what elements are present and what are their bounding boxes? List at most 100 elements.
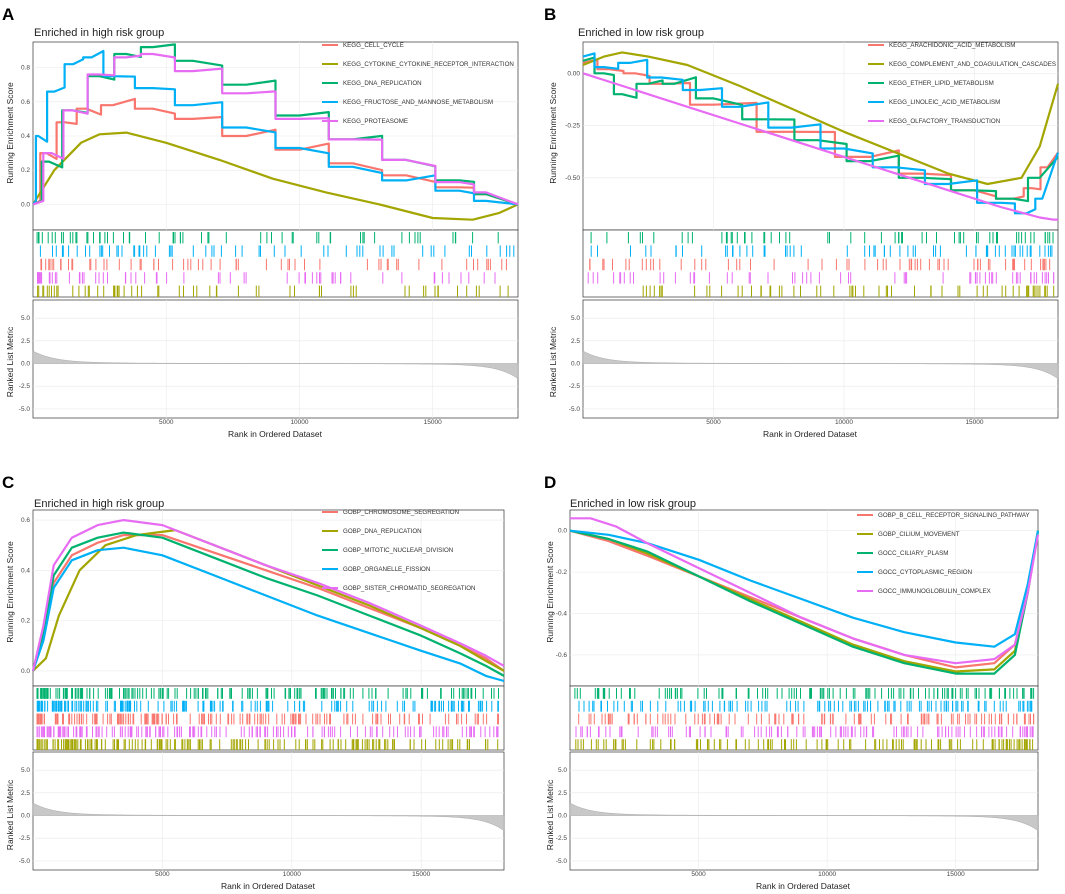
panel-b-legend-label: KEGG_OLFACTORY_TRANSDUCTION <box>889 118 1000 125</box>
panel-c-ranked-metric-area <box>32 802 505 832</box>
panel-b-xtick-label: 5000 <box>706 419 721 426</box>
panel-c-legend-label: GOBP_ORGANELLE_FISSION <box>343 566 430 573</box>
panel-d-metric-ytick-label: 0.0 <box>558 813 567 820</box>
panel-c-legend-label: GOBP_CHROMOSOME_SEGREGATION <box>343 509 459 516</box>
panel-a-xtick-label: 15000 <box>424 419 442 426</box>
panel-b-legend-label: KEGG_ETHER_LIPID_METABOLISM <box>889 80 994 87</box>
panel-b-metric-ytick-label: 2.5 <box>571 338 580 345</box>
panel-d-legend-label: GOCC_IMMUNOGLOBULIN_COMPLEX <box>878 588 991 595</box>
panel-d-xlabel: Rank in Ordered Dataset <box>756 881 851 891</box>
panel-d-metric-frame <box>569 751 1039 871</box>
panel-c-xlabel: Rank in Ordered Dataset <box>221 881 316 891</box>
panel-c-es-line-gobp-organelle-fission <box>31 546 505 683</box>
panel-a-ylabel-es: Running Enrichment Score <box>5 82 15 184</box>
panel-b-es-ytick-label: 0.00 <box>567 70 580 77</box>
panel-b-legend-label: KEGG_LINOLEIC_ACID_METABOLISM <box>889 99 1000 106</box>
panel-d-es-line-gocc-immunoglobulin-complex <box>570 517 1040 665</box>
panel-c-es-ytick-label: 0.2 <box>21 618 30 625</box>
panel-d-ranked-metric-area <box>569 802 1039 832</box>
panel-a-legend-label: KEGG_CYTOKINE_CYTOKINE_RECEPTOR_INTERACT… <box>343 61 514 68</box>
panel-c-legend-label: GOBP_SISTER_CHROMATID_SEGREGATION <box>343 585 475 592</box>
panel-c-group: 5000 10000 15000 0.0 0.2 0.4 0.6 5.0 2.5 0.0 -2.5 -… <box>19 509 505 878</box>
panel-a-es-line-kegg-proteasome <box>32 52 519 206</box>
panel-c-metric-ytick-label: 5.0 <box>21 767 30 774</box>
panel-a-group: 5000 10000 15000 0.0 0.2 0.4 0.6 0.8 5.0 2.5 0.0 -2… <box>19 41 519 426</box>
panel-b-ranked-metric-area <box>582 350 1059 380</box>
panel-d-es-line-gocc-ciliary-plasm <box>569 529 1040 675</box>
panel-d-ylabel-metric: Ranked List Metric <box>545 779 555 850</box>
panel-letter-b: B <box>544 5 556 24</box>
panel-a-legend-label: KEGG_PROTEASOME <box>343 118 408 125</box>
panel-d-xtick-label: 10000 <box>818 871 836 878</box>
panel-d-es-ytick-label: 0.0 <box>558 528 567 535</box>
panel-d-metric-ytick-label: -2.5 <box>556 835 568 842</box>
panel-a-metric-ytick-label: -5.0 <box>19 406 31 413</box>
panel-b-es-line-kegg-linoleic-acid-metabolism <box>582 52 1060 215</box>
panel-b-xlabel: Rank in Ordered Dataset <box>763 429 858 439</box>
panel-c-legend-label: GOBP_DNA_REPLICATION <box>343 528 422 535</box>
panel-b-legend-label: KEGG_COMPLEMENT_AND_COAGULATION_CASCADES <box>889 61 1056 68</box>
panel-c-es-ytick-label: 0.4 <box>21 567 30 574</box>
panel-c-metric-ytick-label: -5.0 <box>19 858 31 865</box>
panel-a-xtick-label: 5000 <box>159 419 174 426</box>
panel-c-metric-ytick-label: 0.0 <box>21 813 30 820</box>
panel-a-ylabel-metric: Ranked List Metric <box>5 326 15 397</box>
panel-a-ranked-metric-area <box>32 350 519 380</box>
panel-a-es-line-kegg-cell-cycle <box>32 97 519 206</box>
panel-a-xlabel: Rank in Ordered Dataset <box>228 429 323 439</box>
panel-d-xtick-label: 5000 <box>691 871 706 878</box>
panel-d-legend-label: GOBP_B_CELL_RECEPTOR_SIGNALING_PATHWAY <box>878 512 1030 519</box>
panel-a-title: Enriched in high risk group <box>34 27 164 39</box>
panel-a-es-ytick-label: 0.4 <box>21 133 30 140</box>
panel-letter-a: A <box>2 5 14 24</box>
panel-letter-d: D <box>544 473 556 492</box>
panel-b-es-line-kegg-ether-lipid-metabolism <box>582 56 1059 203</box>
panel-a-metric-ytick-label: 0.0 <box>21 361 30 368</box>
panel-d-es-ytick-label: -0.2 <box>556 569 568 576</box>
panel-b-group: 5000 10000 15000 0.00 -0.25 -0.50 5.0 2.5 0.0 -2.… <box>565 41 1060 426</box>
panel-c-xtick-label: 10000 <box>283 871 301 878</box>
panel-b-legend-label: KEGG_ARACHIDONIC_ACID_METABOLISM <box>889 42 1015 49</box>
panel-c-metric-ytick-label: -2.5 <box>19 835 31 842</box>
panel-c-ylabel-es: Running Enrichment Score <box>5 541 15 643</box>
panel-a-legend-label: KEGG_DNA_REPLICATION <box>343 80 422 87</box>
panel-letter-c: C <box>2 473 14 492</box>
panel-c-es-ytick-label: 0.6 <box>21 517 30 524</box>
panel-b-metric-ytick-label: 5.0 <box>571 315 580 322</box>
panel-c-es-line-gobp-sister-chromatid-segregation <box>31 519 505 672</box>
panel-b-es-line-kegg-complement-and-coagulation-cascades <box>582 51 1060 186</box>
panel-a-metric-ytick-label: 2.5 <box>21 338 30 345</box>
panel-b-metric-ytick-label: -5.0 <box>569 406 581 413</box>
panel-d-metric-ytick-label: -5.0 <box>556 858 568 865</box>
panel-c-ylabel-metric: Ranked List Metric <box>5 779 15 850</box>
panel-b-ylabel-metric: Ranked List Metric <box>548 326 558 397</box>
panel-a-es-ytick-label: 0.8 <box>21 65 30 72</box>
panel-c-es-ytick-label: 0.0 <box>21 668 30 675</box>
panel-b-metric-ytick-label: 0.0 <box>571 361 580 368</box>
panel-a-es-ytick-label: 0.0 <box>21 201 30 208</box>
panel-c-xtick-label: 5000 <box>155 871 170 878</box>
panel-d-metric-ytick-label: 5.0 <box>558 767 567 774</box>
panel-c-metric-frame <box>32 751 505 871</box>
plot-layer: 5000 10000 15000 0.0 0.2 0.4 0.6 0.8 5.0 2.5 0.0 -2… <box>19 41 1060 878</box>
panel-d-metric-ytick-label: 2.5 <box>558 790 567 797</box>
panel-a-es-ytick-label: 0.2 <box>21 167 30 174</box>
panel-c-metric-ytick-label: 2.5 <box>21 790 30 797</box>
panel-d-xtick-label: 15000 <box>947 871 965 878</box>
panel-a-xtick-label: 10000 <box>290 419 308 426</box>
panel-b-es-line-kegg-olfactory-transduction <box>582 72 1058 221</box>
panel-c-title: Enriched in high risk group <box>34 498 164 510</box>
panel-d-title: Enriched in low risk group <box>570 498 696 510</box>
panel-d-es-frame <box>569 509 1039 687</box>
panel-d-legend-label: GOCC_CILIARY_PLASM <box>878 550 948 557</box>
panel-b-metric-frame <box>582 299 1059 419</box>
panel-c-legend-label: GOBP_MITOTIC_NUCLEAR_DIVISION <box>343 547 453 554</box>
panel-b-metric-ytick-label: -2.5 <box>569 383 581 390</box>
panel-a-metric-ytick-label: -2.5 <box>19 383 31 390</box>
panel-a-legend-label: KEGG_FRUCTOSE_AND_MANNOSE_METABOLISM <box>343 99 493 106</box>
panel-c-es-line-gobp-mitotic-nuclear-division <box>31 531 505 677</box>
panel-a-es-ytick-label: 0.6 <box>21 99 30 106</box>
panel-a-es-line-kegg-fructose-and-mannose-metabolism <box>32 49 519 206</box>
panel-d-es-ytick-label: -0.6 <box>556 652 568 659</box>
